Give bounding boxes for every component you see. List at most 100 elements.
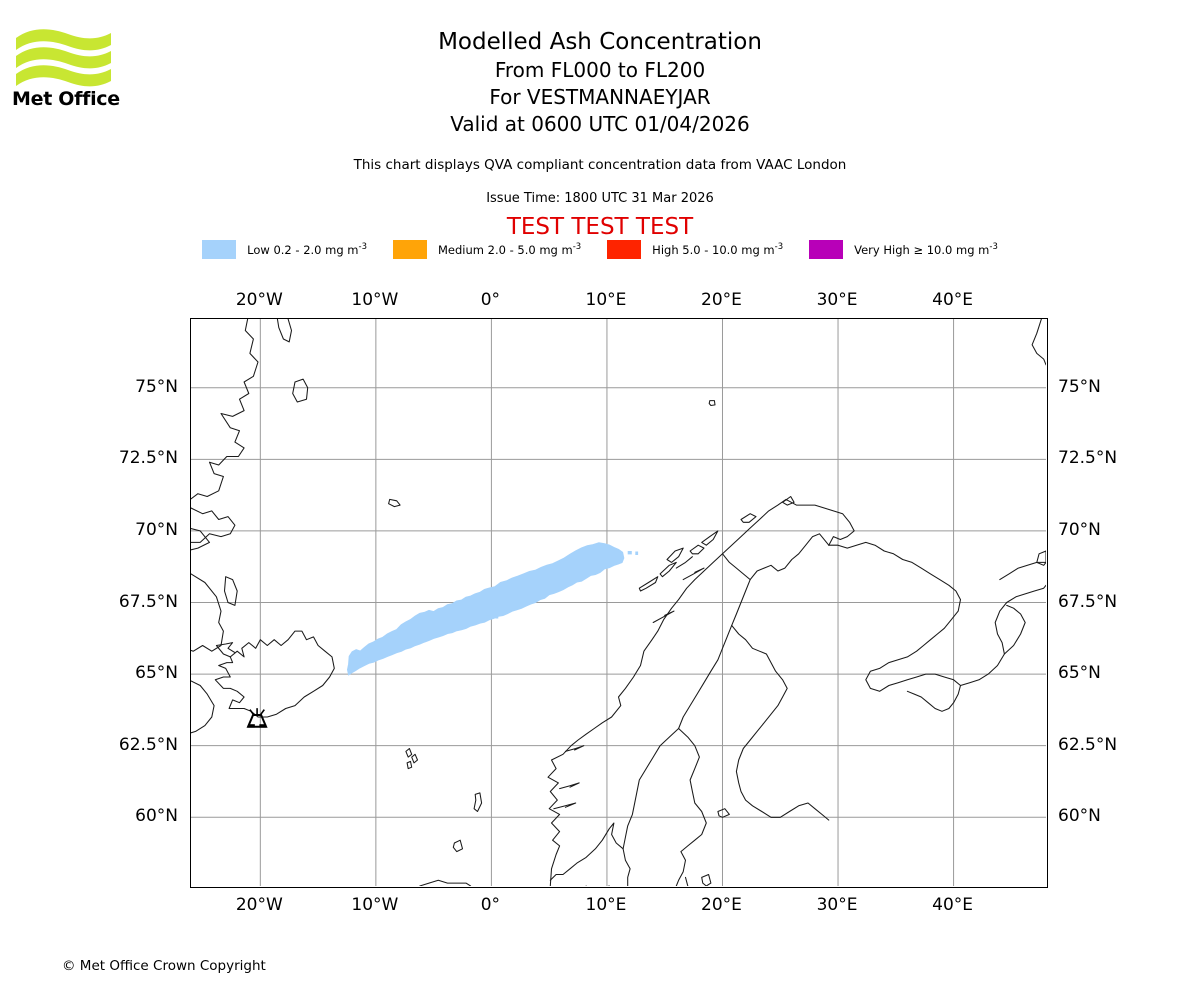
lat-tick-right-67.5°N: 67.5°N [1058,591,1118,612]
ash-contour-low-fragment-1 [627,551,632,555]
lon-tick-top-10°E: 10°E [585,290,627,310]
legend-label-very-high: Very High ≥ 10.0 mg m-3 [854,242,998,257]
met-office-wordmark: Met Office [12,88,120,110]
coastline-sweden-finland-bothnia [731,579,830,821]
coastline-aland [717,808,730,818]
legend-item-very-high: Very High ≥ 10.0 mg m-3 [809,240,998,259]
lat-tick-left-65°N: 65°N [135,663,178,684]
coastline-greenland-east [191,319,259,500]
coastline-greenland-islands-1 [223,576,238,606]
legend-item-low: Low 0.2 - 2.0 mg m-3 [202,240,367,259]
coastline-kola-white-sea [828,541,962,712]
lon-tick-top-40°E: 40°E [932,290,973,310]
met-office-logo [12,24,122,114]
coastline-greenland-north-isl [292,378,309,403]
volcano-marker-icon [246,708,268,728]
volcano-eruption-stroke-1 [249,709,255,716]
coastline-greenland-east-68 [191,573,224,652]
coastline-sweden-east-coast [675,624,733,886]
lon-tick-top-30°E: 30°E [816,290,858,310]
lon-tick-bottom-30°E: 30°E [816,895,858,915]
legend-item-medium: Medium 2.0 - 5.0 mg m-3 [392,240,581,259]
coastline-iceland-nw-fjords [215,642,236,658]
flight-level-range: From FL000 to FL200 [494,58,706,82]
volcano-eruption-stroke-3 [259,709,265,716]
lon-tick-bottom-20°E: 20°E [701,895,742,915]
coastline-norway-fjord-detail-5 [682,567,705,581]
lat-tick-right-72.5°N: 72.5°N [1058,448,1118,469]
legend-item-high: High 5.0 - 10.0 mg m-3 [607,240,783,259]
lon-tick-top-20°E: 20°E [701,290,742,310]
coastline-magerøya [782,495,795,506]
graticule-gridlines [191,319,1046,886]
ash-plume-low [346,542,639,676]
map-container: 20°W 20°W 10°W 10°W 0° 0° 10°E 10°E 20°E 20°E 30°E… [119,290,1117,915]
coastline-oslofjord-skagerrak [549,822,624,881]
legend-label-high: High 5.0 - 10.0 mg m-3 [652,242,784,257]
coastline-greenland-far-north [276,319,293,343]
coastline-sweden-norway-border [622,727,680,850]
lon-tick-bottom-0°: 0° [480,895,501,915]
lat-tick-left-62.5°N: 62.5°N [118,734,178,755]
coastline-barents-coast-east [999,561,1046,581]
copyright-notice: © Met Office Crown Copyright [62,958,266,974]
issue-time: Issue Time: 1800 UTC 31 Mar 2026 [486,191,714,206]
coastline-senja [689,544,705,555]
coastline-white-sea-east [959,584,1046,687]
lat-tick-left-67.5°N: 67.5°N [118,591,178,612]
lat-tick-right-60°N: 60°N [1058,806,1101,827]
coastline-jan-mayen [388,498,401,508]
coastline-faroes-2 [411,753,419,764]
coastline-norway-fjord-detail-3 [564,745,585,752]
coastline-kanin-peninsula [1003,604,1026,655]
map-canvas [191,319,1046,886]
volcano-name: For VESTMANNAEYJAR [489,85,711,109]
ash-contour-low-main [346,542,625,676]
lat-tick-left-72.5°N: 72.5°N [118,448,178,469]
lat-tick-left-60°N: 60°N [135,806,178,827]
legend-label-low: Low 0.2 - 2.0 mg m-3 [247,242,367,257]
coastline-lofoten-1 [638,576,659,592]
chart-title-block: Modelled Ash Concentration From FL000 to… [0,28,1200,138]
coastline-iceland [214,630,335,718]
volcano-base-bar-1 [248,724,255,728]
page-title: Modelled Ash Concentration [438,29,762,55]
ash-contour-low-fragment-4 [495,616,499,619]
coastline-gotland [701,873,712,886]
coastline-sweden-south-west [622,848,631,886]
coastline-norway-fjord-detail-1 [559,782,580,790]
valid-time: Valid at 0600 UTC 01/04/2026 [450,112,750,136]
lon-tick-bottom-20°W: 20°W [235,895,283,915]
chart-strapline: This chart displays QVA compliant concen… [353,157,847,173]
lat-tick-right-75°N: 75°N [1058,376,1101,397]
ash-contour-low-fragment-3 [485,615,491,618]
coastline-finland-border [721,533,830,581]
test-banner: TEST TEST TEST [506,214,694,240]
coastlines [191,319,1046,886]
lat-tick-right-62.5°N: 62.5°N [1058,734,1118,755]
lon-tick-top-0°: 0° [480,290,501,310]
coastline-soroya [740,513,757,523]
coastline-novaya-zemlya-edge [1031,319,1046,366]
map-frame [190,318,1048,888]
legend-swatch-low [202,240,237,259]
lon-tick-top-10°W: 10°W [351,290,399,310]
coastline-norway-west [547,498,855,886]
coastline-faroes-1 [405,747,413,758]
lon-tick-bottom-10°E: 10°E [585,895,627,915]
legend-swatch-very-high [809,240,844,259]
ash-contour-low-fragment-2 [635,551,639,555]
coastline-shetland [473,792,483,813]
lat-tick-right-65°N: 65°N [1058,663,1101,684]
coastline-faroes-3 [406,760,413,770]
coastline-kvaloya [701,530,719,546]
lat-tick-left-70°N: 70°N [135,519,178,540]
coastline-oland [684,876,689,886]
coastline-greenland-sw-tip [191,680,215,734]
coastline-norway-fjord-detail-2 [553,802,577,810]
legend-swatch-high [607,240,642,259]
coastline-hinnoya-inner [675,556,693,569]
lon-tick-bottom-10°W: 10°W [351,895,399,915]
lat-tick-left-75°N: 75°N [135,376,178,397]
concentration-legend: Low 0.2 - 2.0 mg m-3 Medium 2.0 - 5.0 mg … [0,240,1200,259]
